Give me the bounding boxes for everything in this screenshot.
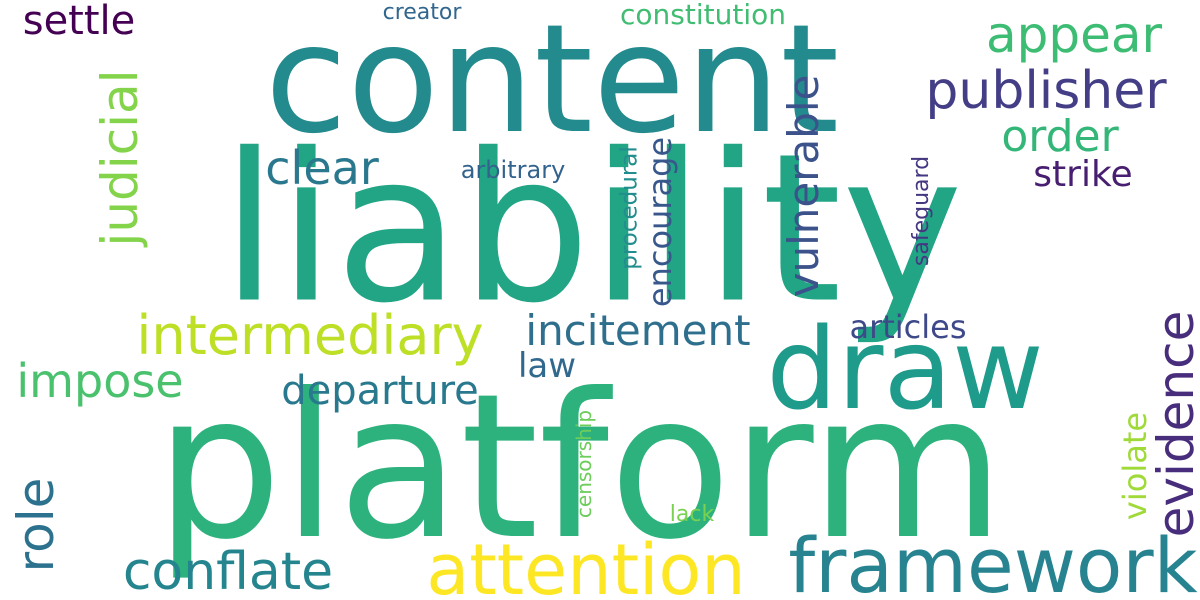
word-draw: draw: [766, 305, 1044, 435]
word-liability: liability: [220, 110, 964, 349]
word-settle: settle: [22, 0, 136, 44]
word-vulnerable: vulnerable: [779, 74, 828, 298]
word-judicial: judicial: [91, 69, 149, 247]
word-impose: impose: [16, 354, 184, 408]
word-incitement: incitement: [525, 306, 751, 355]
word-platform: platform: [155, 351, 1005, 584]
word-violate: violate: [1116, 411, 1154, 521]
word-departure: departure: [281, 368, 479, 414]
word-order: order: [1001, 111, 1119, 162]
word-lack: lack: [669, 502, 715, 527]
word-content: content: [264, 0, 840, 167]
word-attention: attention: [426, 529, 746, 600]
word-evidence: evidence: [1147, 310, 1200, 538]
word-role: role: [7, 477, 65, 573]
word-publisher: publisher: [925, 61, 1167, 121]
word-articles: articles: [849, 308, 967, 346]
word-encourage: encourage: [641, 136, 679, 308]
word-intermediary: intermediary: [136, 304, 484, 367]
word-framework: framework: [788, 521, 1198, 600]
word-creator: creator: [382, 0, 462, 25]
word-strike: strike: [1033, 154, 1133, 195]
word-appear: appear: [985, 6, 1163, 64]
word-clear: clear: [265, 141, 379, 195]
word-procedural: procedural: [616, 146, 643, 270]
word-arbitrary: arbitrary: [460, 156, 566, 184]
word-safeguard: safeguard: [909, 155, 934, 267]
word-censorship: censorship: [572, 409, 596, 519]
word-conflate: conflate: [122, 542, 334, 600]
word-constitution: constitution: [620, 0, 786, 31]
word-law: law: [517, 346, 577, 386]
